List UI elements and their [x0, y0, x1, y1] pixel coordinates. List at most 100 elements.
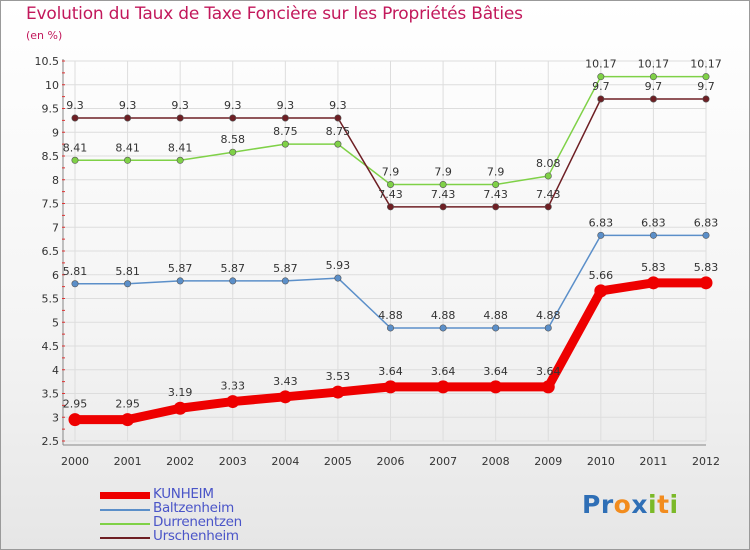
data-point-kunheim [541, 380, 555, 394]
data-point-durrenentzen [124, 156, 132, 164]
data-label-urschenheim: 7.43 [536, 188, 561, 201]
data-label-durrenentzen: 10.17 [638, 58, 670, 71]
data-label-baltzenheim: 5.93 [326, 259, 351, 272]
data-label-kunheim: 3.43 [273, 375, 298, 388]
data-point-urschenheim [124, 114, 132, 122]
data-label-kunheim: 3.33 [221, 380, 246, 393]
data-label-kunheim: 3.19 [168, 386, 193, 399]
data-point-durrenentzen [649, 73, 657, 81]
data-label-urschenheim: 7.43 [431, 188, 456, 201]
legend-label: Durrenentzen [153, 514, 242, 530]
data-point-baltzenheim [229, 277, 237, 285]
data-label-kunheim: 3.64 [378, 365, 403, 378]
legend-label: Baltzenheim [153, 500, 234, 516]
data-point-durrenentzen [439, 181, 447, 189]
data-point-urschenheim [176, 114, 184, 122]
chart-title: Evolution du Taux de Taxe Foncière sur l… [26, 4, 523, 24]
data-point-baltzenheim [176, 277, 184, 285]
data-label-baltzenheim: 4.88 [378, 309, 403, 322]
data-point-urschenheim [71, 114, 79, 122]
data-point-kunheim [226, 395, 240, 409]
data-label-durrenentzen: 10.17 [585, 58, 617, 71]
data-label-baltzenheim: 5.81 [115, 265, 140, 278]
y-tick-label: 5 [52, 316, 59, 329]
data-label-kunheim: 2.95 [115, 398, 140, 411]
data-point-urschenheim [281, 114, 289, 122]
data-label-durrenentzen: 10.17 [690, 58, 722, 71]
x-tick-label: 2002 [166, 455, 194, 468]
data-label-urschenheim: 9.3 [171, 99, 189, 112]
data-point-durrenentzen [71, 156, 79, 164]
data-label-kunheim: 5.83 [641, 261, 666, 274]
data-point-kunheim [699, 276, 713, 290]
y-tick-label: 4 [52, 364, 59, 377]
data-point-urschenheim [702, 95, 710, 103]
data-label-baltzenheim: 5.87 [273, 262, 298, 275]
data-label-urschenheim: 7.43 [378, 188, 403, 201]
data-label-urschenheim: 9.3 [277, 99, 295, 112]
data-label-baltzenheim: 6.83 [589, 216, 614, 229]
data-point-urschenheim [649, 95, 657, 103]
legend-swatch [100, 492, 150, 499]
data-point-kunheim [68, 413, 82, 427]
data-label-durrenentzen: 8.58 [221, 133, 246, 146]
y-tick-label: 10.5 [35, 55, 60, 68]
data-point-baltzenheim [439, 324, 447, 332]
data-point-baltzenheim [649, 231, 657, 239]
data-point-baltzenheim [124, 280, 132, 288]
data-label-baltzenheim: 5.81 [63, 265, 88, 278]
proxiti-logo: Proxiti [582, 490, 679, 519]
y-tick-label: 4.5 [42, 340, 60, 353]
legend-label: Urschenheim [153, 528, 239, 544]
data-label-baltzenheim: 4.88 [431, 309, 456, 322]
legend-item-durrenentzen: Durrenentzen [100, 514, 300, 530]
data-point-urschenheim [492, 203, 500, 211]
data-point-urschenheim [386, 203, 394, 211]
x-tick-label: 2005 [324, 455, 352, 468]
x-tick-label: 2009 [534, 455, 562, 468]
data-label-urschenheim: 9.7 [697, 80, 715, 93]
data-label-durrenentzen: 8.41 [63, 141, 88, 154]
data-point-baltzenheim [544, 324, 552, 332]
y-tick-label: 9.5 [42, 103, 60, 116]
y-tick-label: 8 [52, 174, 59, 187]
data-point-baltzenheim [334, 274, 342, 282]
data-label-kunheim: 5.83 [694, 261, 719, 274]
data-label-kunheim: 3.53 [326, 370, 351, 383]
legend-item-kunheim: KUNHEIM [100, 486, 300, 502]
data-label-durrenentzen: 7.9 [434, 166, 452, 179]
data-label-baltzenheim: 4.88 [483, 309, 508, 322]
data-point-baltzenheim [386, 324, 394, 332]
data-label-baltzenheim: 5.87 [168, 262, 193, 275]
data-label-durrenentzen: 8.41 [115, 141, 140, 154]
data-label-durrenentzen: 8.75 [273, 125, 298, 138]
x-tick-label: 2010 [587, 455, 615, 468]
legend-label: KUNHEIM [153, 486, 214, 502]
data-point-baltzenheim [281, 277, 289, 285]
data-label-urschenheim: 9.3 [66, 99, 84, 112]
y-tick-label: 8.5 [42, 150, 60, 163]
data-point-urschenheim [334, 114, 342, 122]
data-point-kunheim [278, 390, 292, 404]
y-tick-label: 6 [52, 269, 59, 282]
legend-item-baltzenheim: Baltzenheim [100, 500, 300, 516]
y-tick-label: 9 [52, 126, 59, 139]
data-label-urschenheim: 7.43 [483, 188, 508, 201]
y-tick-label: 7.5 [42, 198, 60, 211]
data-label-urschenheim: 9.3 [119, 99, 137, 112]
data-point-durrenentzen [334, 140, 342, 148]
y-tick-label: 6.5 [42, 245, 60, 258]
data-point-durrenentzen [229, 148, 237, 156]
data-point-urschenheim [439, 203, 447, 211]
x-tick-label: 2004 [271, 455, 299, 468]
data-point-kunheim [173, 401, 187, 415]
data-label-urschenheim: 9.3 [224, 99, 242, 112]
legend-swatch [100, 509, 150, 511]
data-label-baltzenheim: 6.83 [694, 216, 719, 229]
data-point-durrenentzen [281, 140, 289, 148]
x-tick-label: 2006 [377, 455, 405, 468]
data-point-kunheim [594, 284, 608, 298]
logo-letter: i [648, 490, 658, 519]
data-point-baltzenheim [492, 324, 500, 332]
